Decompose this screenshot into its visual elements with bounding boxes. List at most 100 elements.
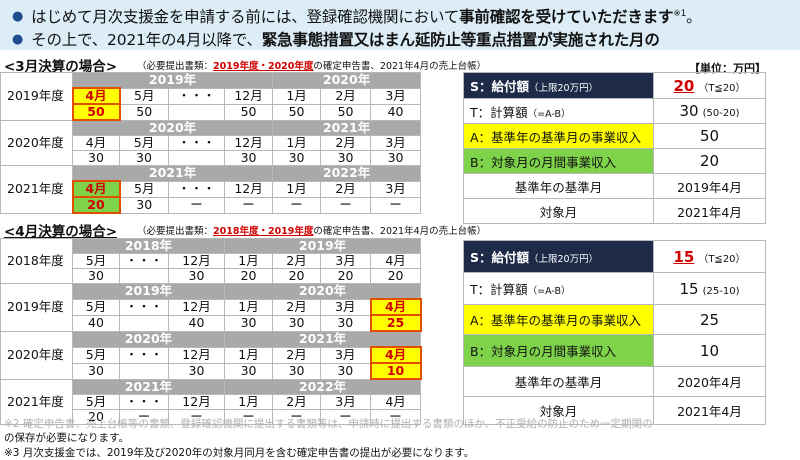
t-label: T：計算額	[470, 282, 528, 297]
fiscal-year-label: 2019年度	[0, 72, 73, 121]
april-calendar-table: 2018年度 2018年 2019年 5月 ・・・ 12月 1月 2月 3月 4月 30 30 20 20…	[0, 238, 422, 425]
t-label-cell: T：計算額（=A-B）	[463, 98, 654, 124]
year-header: 2019年	[71, 72, 274, 89]
a-label-cell: A：基準年の基準月の事業収入	[463, 123, 654, 149]
april-note-red: 2018年度・2019年度	[213, 226, 314, 237]
value-cell: 20	[224, 268, 274, 284]
year-header: 2019年	[224, 238, 422, 254]
month-cell: 1月	[224, 253, 274, 269]
fiscal-year-label: 2020年度	[0, 119, 73, 166]
month-cell: 5月	[119, 87, 169, 105]
value-cell: ー	[320, 409, 372, 425]
value-cell: 30	[224, 362, 274, 380]
header-banner: ● はじめて月次支援金を申請する前には、登録確認機関において事前確認を受けていただ…	[0, 0, 800, 50]
value-cell: 30	[320, 150, 372, 166]
value-cell: ー	[370, 409, 422, 425]
april-section-title: <4月決算の場合>	[4, 224, 118, 240]
month-cell: 4月	[369, 346, 422, 364]
base-month-value: 2020年4月	[653, 366, 766, 397]
s-value-cell: 20 （T≦20）	[653, 72, 766, 99]
s-value-cell: 15 （T≦20）	[653, 240, 766, 273]
t-formula: （=A-B）	[527, 108, 571, 120]
value-cell: ー	[119, 409, 169, 425]
banner-line2-bold: 緊急事態措置又はまん延防止等重点措置が実施された月の	[261, 31, 660, 49]
value-cell: 30	[72, 362, 120, 380]
month-cell: 2月	[272, 253, 322, 269]
value-cell: 30	[320, 314, 372, 332]
b-value: 20	[699, 152, 720, 170]
t-value: 15	[679, 279, 699, 298]
value-cell: 40	[72, 314, 120, 332]
value-cell: 50	[71, 103, 121, 121]
value-cell: ー	[272, 409, 322, 425]
year-header: 2019年	[71, 283, 226, 300]
year-header: 2021年	[71, 165, 274, 182]
t-value: 30	[679, 102, 699, 120]
month-cell: 4月	[71, 180, 121, 198]
banner-line1-end: 。	[686, 8, 702, 26]
value-cell	[119, 314, 169, 332]
month-cell: 1月	[272, 180, 322, 198]
april-note: （必要提出書類：2018年度・2019年度の確定申告書、2021年4月の売上台帳…	[137, 223, 486, 237]
t-formula: （=A-B）	[527, 286, 571, 297]
month-cell: 2月	[320, 135, 372, 151]
month-cell: 4月	[369, 298, 422, 316]
month-cell: 5月	[72, 253, 120, 269]
value-cell: 25	[369, 314, 422, 332]
base-month-value: 2019年4月	[653, 173, 766, 199]
a-value-cell: 50	[653, 123, 766, 149]
b-label-cell: B：対象月の月間事業収入	[463, 148, 654, 174]
march-summary-table: S：給付額（上限20万円） 20 （T≦20） T：計算額（=A-B） 30 (50-20…	[463, 72, 766, 224]
s-label: S：給付額	[470, 250, 530, 265]
month-cell: 3月	[370, 87, 422, 105]
value-cell: 50	[320, 103, 372, 121]
month-cell: 2月	[320, 87, 372, 105]
value-cell: ー	[168, 196, 225, 214]
t-label: T：計算額	[470, 104, 528, 120]
value-cell: ー	[272, 196, 322, 214]
year-header: 2021年	[272, 119, 422, 136]
month-cell: 1月	[224, 346, 274, 364]
month-cell: 12月	[167, 253, 226, 269]
t-value-cell: 15 (25-10)	[653, 272, 766, 305]
month-cell: 3月	[320, 346, 372, 364]
t-value-cell: 30 (50-20)	[653, 98, 766, 124]
april-note-prefix: （必要提出書類：	[137, 226, 214, 237]
value-cell: 30	[272, 362, 322, 380]
value-cell: 20	[272, 268, 322, 284]
month-cell: ・・・	[168, 87, 225, 105]
year-header: 2020年	[71, 119, 274, 136]
march-section-title: <3月決算の場合>	[4, 59, 118, 75]
month-cell: 12月	[223, 135, 274, 151]
march-note: （必要提出書類：2019年度・2020年度の確定申告書、2021年4月の売上台帳…	[137, 58, 486, 72]
year-header: 2021年	[224, 330, 422, 348]
month-cell: 12月	[223, 180, 274, 198]
value-cell: 30	[224, 314, 274, 332]
month-cell: 2月	[272, 346, 322, 364]
month-cell: 4月	[370, 253, 422, 269]
month-cell: 3月	[370, 135, 422, 151]
s-value: 20	[673, 76, 695, 95]
fiscal-year-label: 2020年度	[0, 330, 73, 380]
year-header: 2022年	[224, 378, 422, 395]
value-cell: 30	[119, 196, 169, 214]
month-cell: 1月	[224, 298, 274, 316]
banner-line1-sup: ※1	[673, 9, 687, 19]
value-cell: ー	[224, 409, 274, 425]
value-cell: 30	[272, 314, 322, 332]
value-cell: ー	[167, 409, 226, 425]
banner-line-2: ● その上で、2021年の4月以降で、緊急事態措置又はまん延防止等重点措置が実施さ…	[12, 28, 660, 50]
month-cell: ・・・	[168, 135, 225, 151]
s-limit-note: （上限20万円）	[529, 254, 599, 265]
month-cell: 2月	[272, 394, 322, 410]
month-cell: ・・・	[119, 394, 169, 410]
month-cell: 4月	[72, 135, 120, 151]
march-note-suffix: の確定申告書、2021年4月の売上台帳）	[313, 61, 487, 72]
fiscal-year-label: 2021年度	[0, 378, 73, 425]
t-calc: (25-10)	[702, 285, 740, 297]
a-label-cell: A：基準年の基準月の事業収入	[463, 304, 654, 335]
month-cell: 12月	[167, 346, 226, 364]
b-value: 10	[699, 341, 720, 360]
target-month-label: 対象月	[463, 198, 654, 224]
month-cell: 3月	[320, 394, 372, 410]
